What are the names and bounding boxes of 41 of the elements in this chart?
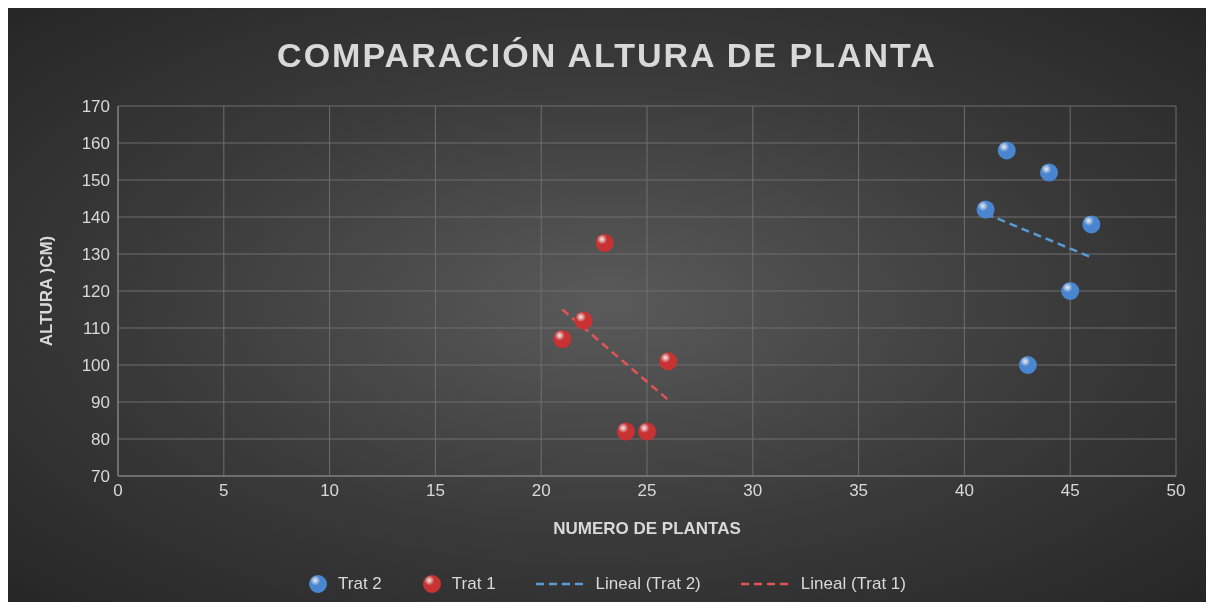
- legend-label: Trat 1: [451, 574, 496, 594]
- chart-title: COMPARACIÓN ALTURA DE PLANTA: [276, 35, 938, 76]
- y-tick-label: 90: [91, 393, 110, 413]
- x-tick-label: 30: [743, 481, 763, 501]
- y-tick-label: 150: [81, 171, 110, 191]
- x-tick-label: 10: [320, 481, 340, 501]
- y-tick-label: 130: [81, 245, 110, 265]
- x-axis-title: NUMERO DE PLANTAS: [553, 519, 741, 538]
- x-tick-label: 20: [531, 481, 551, 501]
- point: [553, 330, 572, 349]
- x-tick-label: 50: [1166, 481, 1186, 501]
- y-tick-label: 160: [81, 134, 110, 154]
- y-tick-label: 140: [81, 208, 110, 228]
- point: [1061, 282, 1080, 300]
- point: [595, 233, 614, 252]
- legend-label: Trat 2: [338, 574, 382, 594]
- x-tick-label: 15: [425, 481, 445, 501]
- point: [1082, 215, 1101, 234]
- legend-label: Lineal (Trat 2): [595, 574, 701, 594]
- y-tick-label: 170: [81, 97, 110, 117]
- x-tick-label: 0: [113, 481, 123, 501]
- point: [574, 311, 593, 330]
- y-tick-label: 110: [82, 319, 110, 339]
- x-tick-label: 5: [219, 481, 229, 501]
- legend-label: Lineal (Trat 1): [800, 574, 906, 594]
- y-tick-label: 70: [91, 467, 110, 487]
- x-tick-label: 40: [954, 481, 974, 501]
- point: [997, 141, 1016, 160]
- y-tick-label: 120: [81, 282, 110, 302]
- point: [659, 352, 678, 371]
- x-tick-label: 45: [1060, 481, 1080, 501]
- point: [616, 422, 635, 441]
- y-tick-label: 100: [81, 356, 110, 376]
- x-tick-label: 25: [637, 481, 657, 501]
- point: [1040, 163, 1059, 182]
- y-axis-title: ALTURA )CM): [37, 235, 57, 347]
- point: [638, 422, 656, 441]
- point: [1018, 356, 1037, 374]
- point: [976, 200, 995, 219]
- y-tick-label: 80: [91, 430, 110, 450]
- x-tick-label: 35: [849, 481, 869, 501]
